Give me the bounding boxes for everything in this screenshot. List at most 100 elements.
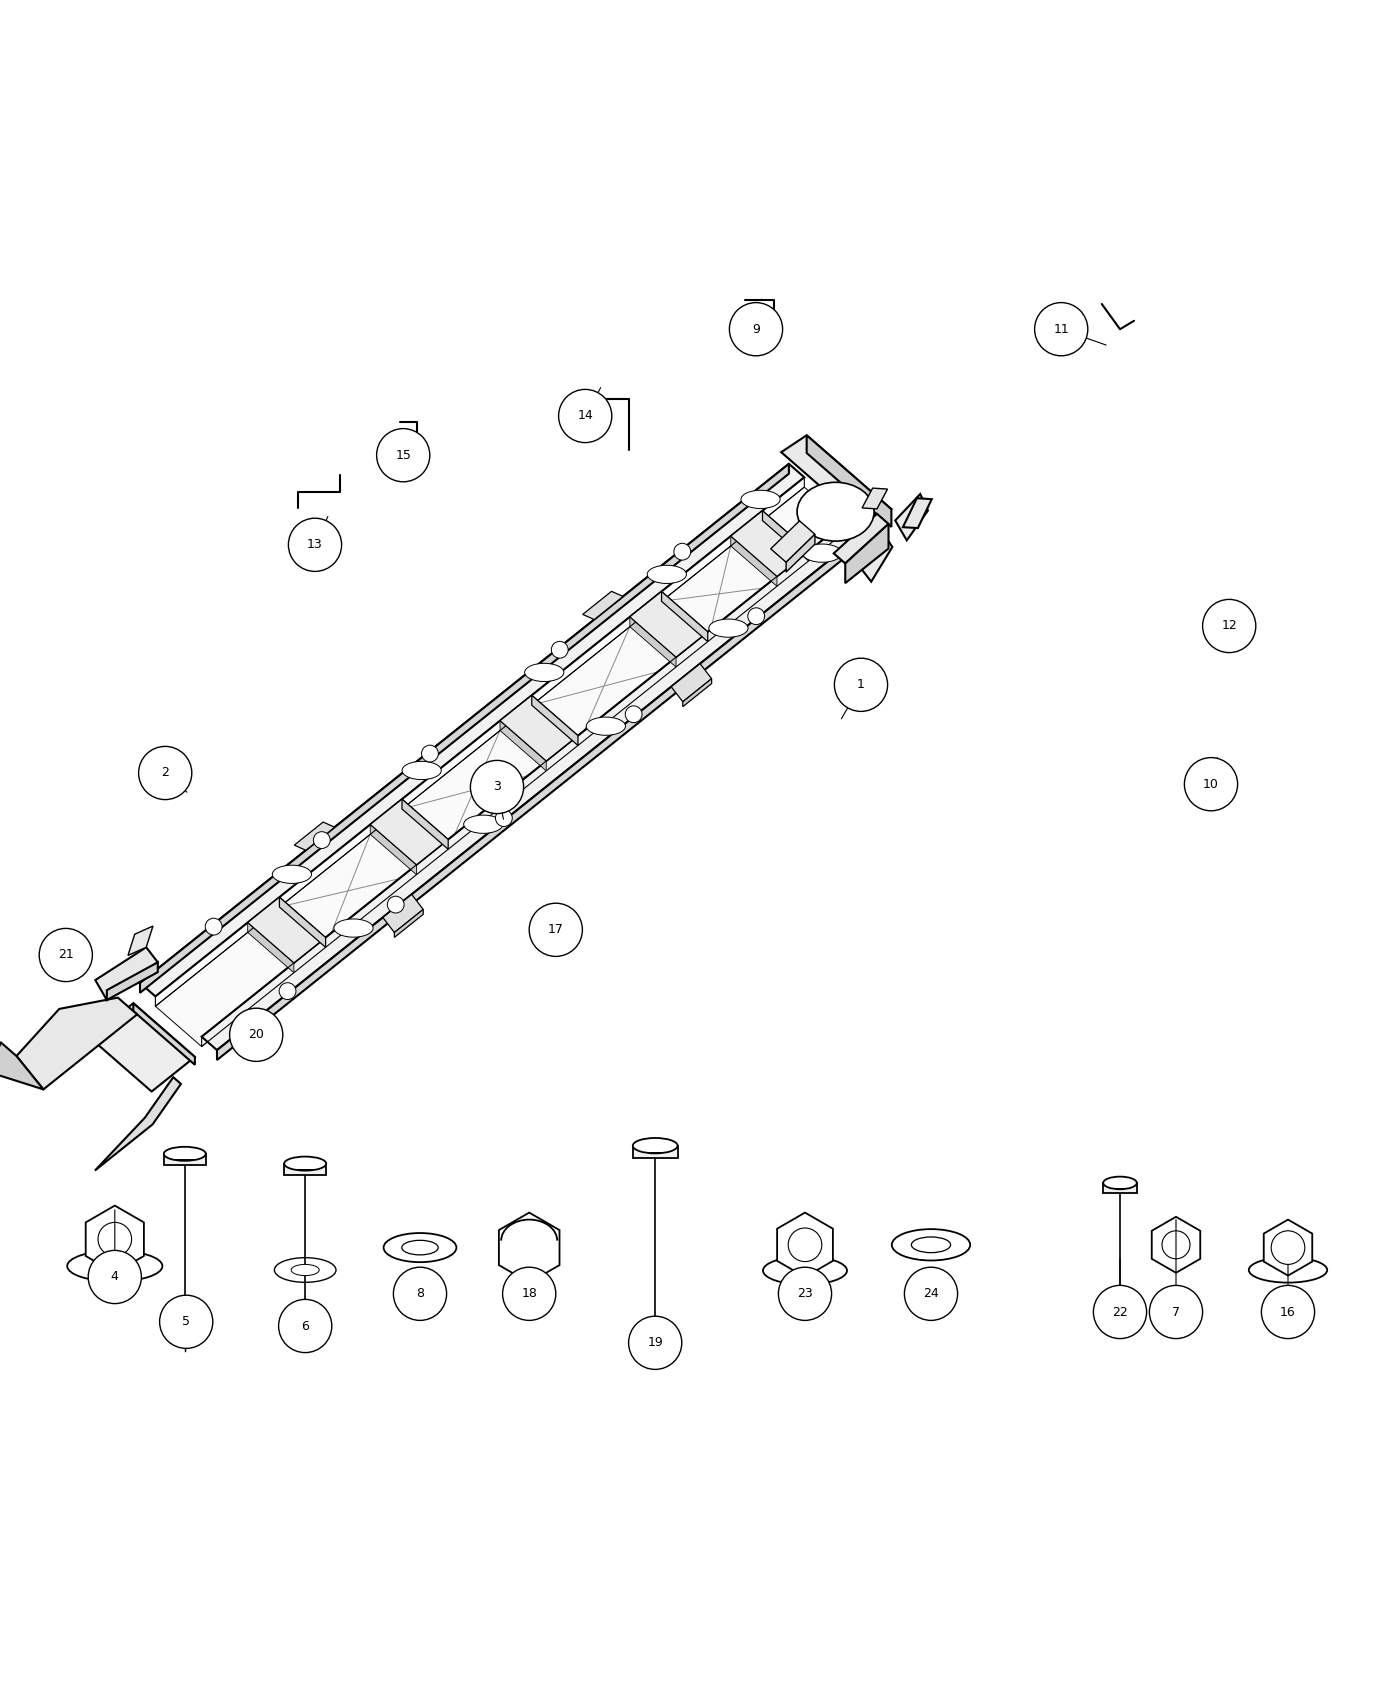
Polygon shape <box>85 1205 144 1273</box>
Polygon shape <box>140 464 804 996</box>
Ellipse shape <box>763 1256 847 1285</box>
Polygon shape <box>395 910 423 937</box>
Ellipse shape <box>274 1258 336 1282</box>
Polygon shape <box>662 592 708 641</box>
Ellipse shape <box>402 1241 438 1255</box>
Text: 6: 6 <box>301 1319 309 1333</box>
Text: 7: 7 <box>1172 1306 1180 1319</box>
Circle shape <box>748 609 764 624</box>
Text: 23: 23 <box>797 1287 813 1300</box>
Polygon shape <box>903 498 932 529</box>
Polygon shape <box>90 1003 195 1091</box>
Circle shape <box>1162 1231 1190 1258</box>
Circle shape <box>788 1227 822 1261</box>
Circle shape <box>834 658 888 711</box>
Circle shape <box>1261 1285 1315 1338</box>
Text: 16: 16 <box>1280 1306 1296 1319</box>
Polygon shape <box>133 1003 195 1064</box>
Polygon shape <box>164 1154 206 1165</box>
Text: 18: 18 <box>521 1287 538 1300</box>
Ellipse shape <box>525 663 564 682</box>
Ellipse shape <box>802 544 841 563</box>
Polygon shape <box>895 495 928 541</box>
Circle shape <box>393 1266 447 1321</box>
Circle shape <box>206 918 223 935</box>
Circle shape <box>543 915 563 933</box>
Ellipse shape <box>402 762 441 780</box>
Polygon shape <box>500 721 546 770</box>
Text: 11: 11 <box>1053 323 1070 335</box>
Polygon shape <box>248 923 294 972</box>
Polygon shape <box>763 510 809 561</box>
Circle shape <box>421 745 438 762</box>
Circle shape <box>279 983 295 1000</box>
Ellipse shape <box>1103 1176 1137 1190</box>
Circle shape <box>88 1251 141 1304</box>
Ellipse shape <box>633 1137 678 1153</box>
Circle shape <box>314 831 330 848</box>
Circle shape <box>160 1295 213 1348</box>
Polygon shape <box>500 695 578 762</box>
Circle shape <box>673 544 690 559</box>
Circle shape <box>288 518 342 571</box>
Text: 9: 9 <box>752 323 760 335</box>
Polygon shape <box>846 524 889 583</box>
Polygon shape <box>248 898 326 962</box>
Circle shape <box>559 389 612 442</box>
Ellipse shape <box>587 717 626 736</box>
Ellipse shape <box>463 814 503 833</box>
Polygon shape <box>781 435 892 532</box>
Text: 1: 1 <box>857 678 865 692</box>
Ellipse shape <box>1249 1258 1327 1282</box>
Text: 3: 3 <box>493 780 501 794</box>
Circle shape <box>529 903 582 957</box>
Circle shape <box>377 428 430 481</box>
Polygon shape <box>95 1078 181 1171</box>
Text: 2: 2 <box>161 767 169 780</box>
Circle shape <box>629 1316 682 1370</box>
Circle shape <box>503 1266 556 1321</box>
Text: 15: 15 <box>395 449 412 462</box>
Polygon shape <box>202 517 865 1051</box>
Polygon shape <box>140 464 788 993</box>
Polygon shape <box>731 536 777 586</box>
Polygon shape <box>731 510 809 576</box>
Circle shape <box>279 1299 332 1353</box>
Text: 20: 20 <box>248 1028 265 1042</box>
Circle shape <box>98 1222 132 1256</box>
Ellipse shape <box>67 1251 162 1282</box>
Polygon shape <box>777 1212 833 1277</box>
Circle shape <box>778 1266 832 1321</box>
Polygon shape <box>1152 1217 1200 1273</box>
Polygon shape <box>370 799 448 865</box>
Ellipse shape <box>647 566 686 583</box>
Text: 10: 10 <box>1203 777 1219 790</box>
Ellipse shape <box>284 1156 326 1171</box>
Circle shape <box>1271 1231 1305 1265</box>
Text: 24: 24 <box>923 1287 939 1300</box>
Polygon shape <box>834 513 889 563</box>
Polygon shape <box>862 488 888 508</box>
Circle shape <box>626 706 643 722</box>
Circle shape <box>470 760 524 814</box>
Ellipse shape <box>741 490 780 508</box>
Circle shape <box>1184 758 1238 811</box>
Text: 21: 21 <box>57 949 74 962</box>
Polygon shape <box>127 927 153 955</box>
Circle shape <box>904 1266 958 1321</box>
Polygon shape <box>1103 1183 1137 1193</box>
Polygon shape <box>280 898 326 947</box>
Polygon shape <box>683 678 711 707</box>
Ellipse shape <box>892 1229 970 1260</box>
Text: 8: 8 <box>416 1287 424 1300</box>
Polygon shape <box>806 435 892 527</box>
Circle shape <box>230 1008 283 1061</box>
Polygon shape <box>630 592 708 658</box>
Text: 19: 19 <box>647 1336 664 1350</box>
Polygon shape <box>0 1042 43 1090</box>
Polygon shape <box>787 534 815 573</box>
Polygon shape <box>1264 1219 1312 1275</box>
Ellipse shape <box>333 920 372 937</box>
Text: 12: 12 <box>1221 619 1238 632</box>
Polygon shape <box>498 1212 560 1282</box>
